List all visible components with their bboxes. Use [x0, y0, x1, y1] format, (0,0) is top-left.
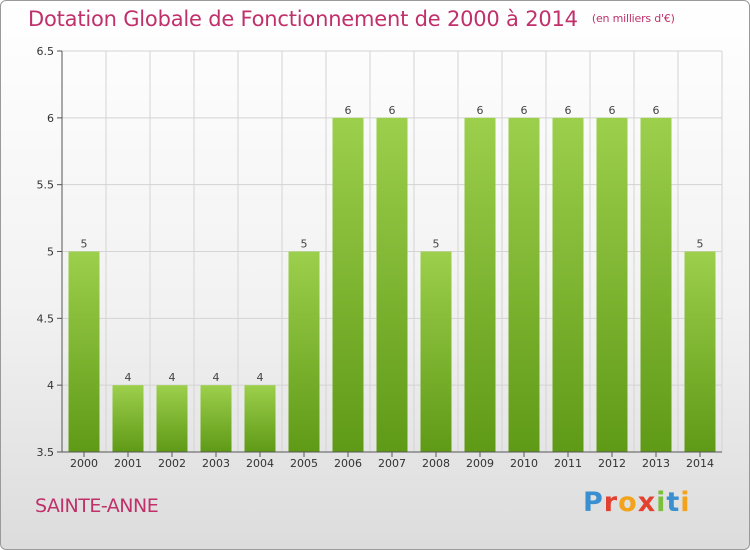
chart-title: Dotation Globale de Fonctionnement de 20… [28, 7, 675, 31]
bar [112, 385, 144, 452]
data-label: 6 [565, 104, 572, 117]
x-tick-label: 2005 [290, 457, 318, 470]
chart-subtitle: (en milliers d'€) [591, 12, 675, 25]
data-label: 6 [521, 104, 528, 117]
axes [57, 50, 722, 457]
data-label: 4 [257, 371, 264, 384]
x-tick-label: 2013 [642, 457, 670, 470]
bar [552, 117, 584, 452]
data-label: 5 [697, 238, 704, 251]
proxiti-logo: Proxiti [583, 487, 691, 518]
x-tick-label: 2014 [686, 457, 714, 470]
y-tick-label: 5 [47, 246, 54, 259]
bar [508, 117, 540, 452]
data-label: 6 [477, 104, 484, 117]
logo-letter: i [656, 487, 667, 518]
bar [464, 117, 496, 452]
y-tick-label: 6 [47, 112, 54, 125]
y-tick-label: 3.5 [37, 446, 55, 459]
x-tick-label: 2001 [114, 457, 142, 470]
bar [156, 385, 188, 452]
bar [420, 251, 452, 452]
bar [200, 385, 232, 452]
logo-letter: x [637, 487, 657, 518]
bar [640, 117, 672, 452]
data-label: 5 [81, 238, 88, 251]
bar [68, 251, 100, 452]
x-tick-label: 2009 [466, 457, 494, 470]
logo-letter: o [618, 487, 638, 518]
data-label: 6 [609, 104, 616, 117]
city-name: SAINTE-ANNE [35, 495, 159, 517]
data-label: 6 [653, 104, 660, 117]
y-tick-label: 5.5 [37, 179, 55, 192]
bar [244, 385, 276, 452]
logo-letter: i [680, 487, 691, 518]
x-tick-label: 2012 [598, 457, 626, 470]
x-tick-label: 2004 [246, 457, 274, 470]
bar [332, 117, 364, 452]
x-tick-label: 2002 [158, 457, 186, 470]
y-tick-label: 4 [47, 379, 54, 392]
bars [68, 117, 716, 452]
data-label: 4 [213, 371, 220, 384]
logo-letter: t [666, 487, 681, 518]
bar [288, 251, 320, 452]
logo-letter: r [603, 487, 619, 518]
data-label: 5 [301, 238, 308, 251]
x-tick-label: 2007 [378, 457, 406, 470]
bar [596, 117, 628, 452]
y-tick-label: 6.5 [37, 45, 55, 58]
data-label: 4 [125, 371, 132, 384]
data-label: 6 [345, 104, 352, 117]
x-tick-label: 2010 [510, 457, 538, 470]
bar [684, 251, 716, 452]
x-tick-label: 2011 [554, 457, 582, 470]
x-tick-label: 2006 [334, 457, 362, 470]
data-label: 5 [433, 238, 440, 251]
logo-letter: P [583, 487, 604, 518]
data-label: 4 [169, 371, 176, 384]
x-tick-label: 2003 [202, 457, 230, 470]
x-tick-label: 2000 [70, 457, 98, 470]
labels: 3.5 4 4.5 5 5.5 6 6.5 5 2000 4 2001 4 2002 4 2003 4 2004… [37, 45, 715, 470]
data-label: 6 [389, 104, 396, 117]
x-tick-label: 2008 [422, 457, 450, 470]
bar [376, 117, 408, 452]
chart-title-text: Dotation Globale de Fonctionnement de 20… [28, 7, 578, 31]
y-tick-label: 4.5 [37, 312, 55, 325]
